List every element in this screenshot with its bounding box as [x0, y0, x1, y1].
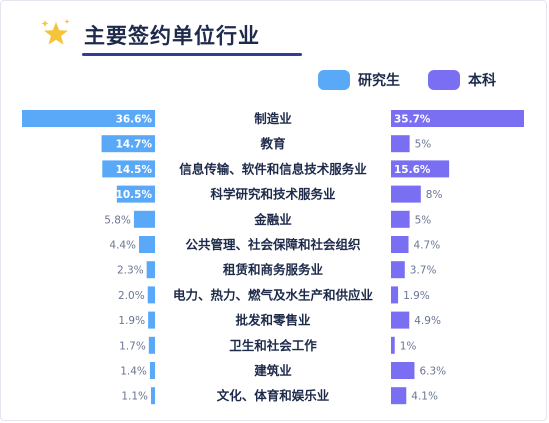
graduate-value-label: 2.3% — [117, 265, 144, 277]
undergraduate-value-label: 1% — [400, 340, 417, 352]
undergraduate-value-label: 15.6% — [394, 164, 431, 176]
undergraduate-value-label: 4.7% — [414, 240, 441, 252]
graduate-value-label: 5.8% — [104, 214, 131, 226]
category-label: 金融业 — [253, 212, 292, 227]
undergraduate-value-label: 5% — [415, 214, 432, 226]
graduate-bar — [102, 160, 155, 178]
graduate-value-label: 10.5% — [116, 189, 153, 201]
graduate-bar — [22, 110, 155, 127]
legend-graduate: 研究生 — [318, 68, 400, 92]
graduate-bar — [139, 236, 155, 253]
undergraduate-bar — [391, 110, 524, 127]
category-label: 信息传输、软件和信息技术服务业 — [179, 161, 367, 176]
undergraduate-bar — [391, 311, 410, 329]
legend-swatch-undergraduate — [428, 70, 460, 90]
undergraduate-bar — [391, 336, 395, 354]
undergraduate-bar — [391, 160, 450, 178]
undergraduate-value-label: 6.3% — [419, 366, 446, 378]
graduate-bar — [148, 311, 155, 329]
category-label: 批发和零售业 — [235, 313, 311, 328]
graduate-bar — [146, 261, 155, 279]
graduate-bar — [149, 362, 155, 379]
undergraduate-bar — [391, 135, 410, 153]
category-label: 电力、热力、燃气及水生产和供应业 — [173, 287, 374, 302]
category-label: 租赁和商务服务业 — [223, 262, 324, 277]
undergraduate-value-label: 1.9% — [403, 290, 430, 302]
graduate-bar — [116, 185, 155, 203]
undergraduate-value-label: 8% — [426, 189, 443, 201]
graduate-bar — [101, 135, 155, 153]
graduate-value-label: 1.9% — [118, 315, 145, 327]
legend-label-graduate: 研究生 — [358, 73, 400, 89]
graduate-value-label: 14.5% — [116, 164, 153, 176]
undergraduate-value-label: 4.1% — [411, 391, 438, 403]
category-label: 教育 — [259, 136, 286, 151]
legend-swatch-graduate — [318, 70, 350, 90]
undergraduate-value-label: 5% — [415, 139, 432, 151]
undergraduate-value-label: 35.7% — [394, 114, 431, 126]
graduate-value-label: 14.7% — [116, 139, 153, 151]
category-label: 制造业 — [254, 111, 292, 126]
undergraduate-value-label: 3.7% — [410, 265, 437, 277]
graduate-value-label: 4.4% — [109, 240, 136, 252]
page-title: 主要签约单位行业 — [84, 24, 260, 48]
graduate-bar — [148, 336, 155, 354]
undergraduate-value-label: 4.9% — [414, 315, 441, 327]
category-label: 卫生和社会工作 — [229, 338, 317, 353]
legend-undergraduate: 本科 — [428, 68, 496, 92]
graduate-value-label: 2.0% — [118, 290, 145, 302]
graduate-value-label: 1.4% — [120, 366, 147, 378]
undergraduate-bar — [391, 286, 399, 304]
sparkle-star-icon — [41, 19, 70, 45]
title-underline — [82, 53, 302, 56]
graduate-value-label: 1.7% — [119, 340, 146, 352]
undergraduate-bar — [391, 261, 405, 279]
graduate-value-label: 36.6% — [116, 114, 153, 126]
undergraduate-bar — [391, 236, 409, 253]
category-label: 文化、体育和娱乐业 — [217, 388, 330, 403]
undergraduate-bar — [391, 185, 421, 203]
title-block: 主要签约单位行业 — [38, 14, 298, 54]
category-label: 公共管理、社会保障和社会组织 — [185, 237, 361, 252]
undergraduate-bar — [391, 387, 407, 405]
category-label: 科学研究和技术服务业 — [210, 187, 336, 202]
undergraduate-bar — [391, 362, 415, 379]
undergraduate-bar — [391, 210, 410, 228]
legend-label-undergraduate: 本科 — [468, 73, 496, 89]
graduate-bar — [151, 387, 155, 405]
graduate-bar — [133, 210, 155, 228]
graduate-bar — [147, 286, 155, 304]
graduate-value-label: 1.1% — [121, 391, 148, 403]
category-label: 建筑业 — [254, 363, 292, 378]
